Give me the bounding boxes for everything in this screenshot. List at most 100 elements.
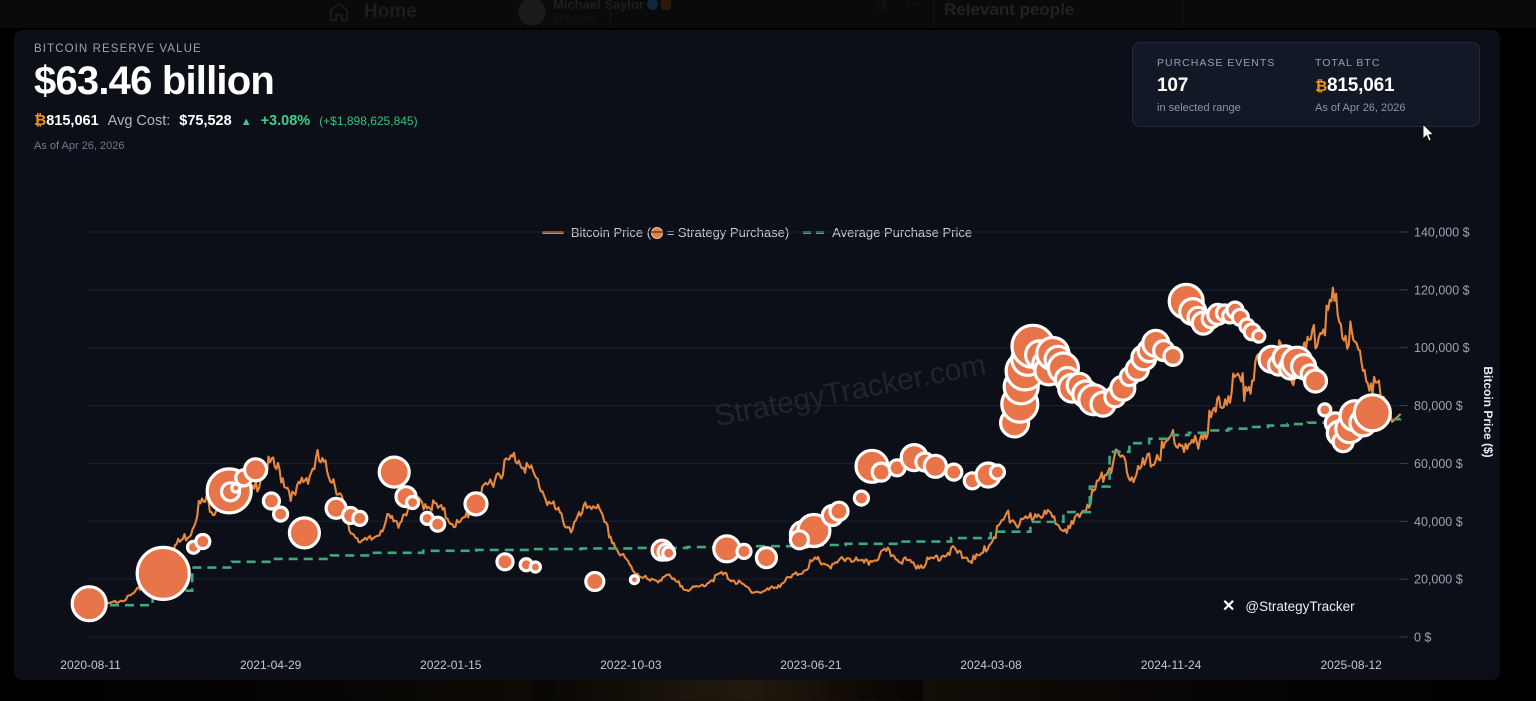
purchase-bubble[interactable] [243,457,269,483]
y-axis-title: Bitcoin Price ($) [1481,366,1495,457]
background-more-icon[interactable]: ⋯ [906,0,921,12]
page-eyebrow: BITCOIN RESERVE VALUE [34,43,202,55]
background-topbar: Home Michael Saylor @saylor ↺ ⋯ Relevant… [0,0,1536,28]
x-axis-tick: 2022-10-03 [600,658,662,672]
purchase-bubble[interactable] [1162,345,1184,367]
background-profile-name: Michael Saylor [553,0,672,12]
background-home-nav[interactable]: Home [328,1,417,23]
y-axis-tick: 140,000 $ [1414,226,1470,240]
watermark: StrategyTracker.com [712,348,989,433]
purchase-bubble[interactable] [287,516,321,550]
btc-holdings-value: 815,061 [46,113,99,129]
stat-value: 107 [1157,75,1189,96]
purchase-bubble[interactable] [828,500,850,522]
home-icon [329,2,349,22]
social-handle-text: @StrategyTracker [1245,598,1355,614]
purchase-bubble[interactable] [135,545,191,602]
purchase-bubble[interactable] [463,491,489,517]
purchase-bubble[interactable] [852,489,871,507]
purchase-bubble[interactable] [1352,393,1392,433]
stat-sublabel: As of Apr 26, 2026 [1315,102,1406,114]
purchase-bubble[interactable] [944,462,964,482]
purchase-bubble[interactable] [788,529,811,551]
y-axis-tick: 20,000 $ [1414,573,1463,587]
background-profile-handle: @saylor [553,11,598,25]
summary-stats-card: PURCHASE EVENTS 107 in selected range TO… [1132,42,1480,127]
purchase-bubble[interactable] [1251,328,1267,344]
y-axis-tick: 0 $ [1414,631,1431,645]
verified-badge-icon [647,0,659,10]
background-repost-icon[interactable]: ↺ [876,0,888,14]
x-axis-tick: 2022-01-15 [420,658,482,672]
x-axis-tick: 2025-08-12 [1320,658,1382,672]
purchase-bubble[interactable] [429,515,447,533]
avg-cost-label: Avg Cost: [107,113,171,129]
purchase-bubble[interactable] [735,542,753,561]
purchase-bubble[interactable] [495,552,515,572]
btc-holdings: ₿815,061 [34,112,99,129]
bitcoin-price-line [78,286,1402,610]
background-avatar[interactable] [518,0,546,26]
stat-sublabel: in selected range [1157,102,1241,114]
stat-label: PURCHASE EVENTS [1157,57,1276,69]
background-relevant-people-heading: Relevant people [944,0,1075,19]
purchase-bubble[interactable] [1317,402,1333,418]
purchase-bubble[interactable] [754,546,779,570]
bitcoin-symbol-icon: ₿ [34,112,47,129]
purchase-bubble[interactable] [870,461,892,483]
background-divider [610,0,611,28]
chart-svg: 0 $ 20,000 $ 40,000 $ 60,000 $ 80,000 $ 100,0… [60,226,1495,673]
header-block: BITCOIN RESERVE VALUE $63.46 billion ₿81… [34,43,418,152]
social-handle[interactable]: ✕ @StrategyTracker [1222,596,1355,616]
purchase-bubble[interactable] [230,482,242,494]
purchase-bubble[interactable] [377,455,411,489]
purchase-bubble-icon [651,227,664,239]
x-axis-tick: 2024-11-24 [1141,658,1202,672]
purchase-bubble[interactable] [272,505,290,523]
affiliate-badge-icon [661,0,672,10]
purchase-bubble[interactable] [194,532,212,551]
stat-purchase-events: PURCHASE EVENTS 107 in selected range [1157,57,1315,126]
page-title: $63.46 billion [34,59,275,103]
background-divider [1182,0,1183,28]
purchase-bubble[interactable] [405,494,421,511]
y-axis-tick: 60,000 $ [1414,457,1463,471]
x-axis-tick: 2023-06-21 [780,658,842,672]
x-axis-tick: 2021-04-29 [240,658,302,672]
purchase-bubble[interactable] [584,570,606,593]
x-axis-tick: 2020-08-11 [60,658,121,672]
trend-up-icon: ▲ [240,116,252,128]
x-logo-icon: ✕ [1222,598,1236,615]
stat-value: ₿815,061 [1315,75,1395,96]
purchase-bubble[interactable] [528,560,543,574]
purchase-bubble[interactable] [1302,368,1329,394]
purchase-bubble[interactable] [70,585,108,623]
change-percent: +3.08% [260,113,311,129]
background-divider [933,0,934,28]
header-metrics-row: ₿815,061 Avg Cost: $75,528 ▲ +3.08% (+$1… [34,112,418,129]
purchase-bubble[interactable] [922,453,949,479]
change-absolute: (+$1,898,625,845) [319,114,418,128]
purchase-bubbles-group [70,282,1392,623]
bitcoin-symbol-icon: ₿ [1315,78,1328,95]
chart-plot-area[interactable]: 0 $ 20,000 $ 40,000 $ 60,000 $ 80,000 $ 100,0… [14,30,1500,680]
purchase-bubble[interactable] [988,463,1007,481]
background-home-label: Home [364,1,417,22]
header-as-of: As of Apr 26, 2026 [34,140,125,152]
y-axis-tick: 120,000 $ [1414,283,1470,297]
purchase-bubble[interactable] [661,545,677,561]
purchase-bubble[interactable] [628,574,641,586]
avg-cost-value: $75,528 [179,113,232,129]
purchase-bubble[interactable] [351,509,369,527]
purchase-bubble[interactable] [261,491,281,511]
y-axis-tick: 100,000 $ [1414,341,1470,355]
bitcoin-reserve-card: BITCOIN RESERVE VALUE $63.46 billion ₿81… [14,30,1500,680]
x-axis-tick: 2024-03-08 [960,658,1022,672]
y-axis-tick: 40,000 $ [1414,515,1463,529]
stat-total-btc: TOTAL BTC ₿815,061 As of Apr 26, 2026 [1315,57,1473,126]
average-purchase-price-line [80,417,1402,607]
stat-label: TOTAL BTC [1315,57,1381,69]
y-axis-tick: 80,000 $ [1414,399,1463,413]
mouse-cursor [1422,124,1434,142]
